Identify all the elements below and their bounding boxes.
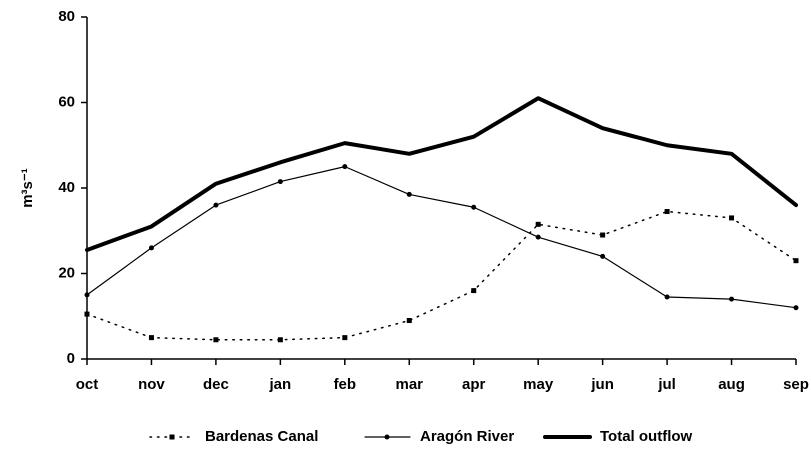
y-axis-label: m³s⁻¹ [19, 168, 36, 208]
x-tick-label: feb [334, 376, 357, 393]
marker [406, 191, 412, 197]
legend-label: Aragón River [420, 428, 514, 445]
marker [277, 179, 283, 185]
series-line [85, 96, 798, 252]
x-tick-label: nov [138, 376, 165, 393]
marker [213, 202, 219, 208]
marker [729, 215, 735, 221]
marker [148, 335, 154, 341]
x-tick-label: mar [396, 376, 424, 393]
legend-label: Bardenas Canal [205, 428, 318, 445]
x-tick-label: oct [76, 376, 99, 393]
marker [148, 245, 154, 251]
marker [600, 232, 606, 238]
marker [664, 294, 670, 300]
marker [84, 311, 90, 317]
marker [471, 204, 477, 210]
y-tick-label: 40 [58, 179, 75, 196]
x-tick-label: apr [462, 376, 486, 393]
marker [84, 292, 90, 298]
x-tick-label: sep [783, 376, 809, 393]
y-tick-label: 20 [58, 264, 75, 281]
marker [535, 221, 541, 227]
x-tick-label: may [523, 376, 554, 393]
x-tick-label: aug [718, 376, 745, 393]
marker [535, 234, 541, 240]
marker [342, 164, 348, 170]
x-tick-label: dec [203, 376, 229, 393]
y-tick-label: 60 [58, 93, 75, 110]
marker [384, 434, 390, 440]
legend-label: Total outflow [600, 428, 693, 445]
marker [342, 335, 348, 341]
marker [729, 296, 735, 302]
marker [664, 209, 670, 215]
y-tick-label: 0 [67, 350, 75, 367]
x-tick-label: jan [269, 376, 292, 393]
marker [406, 318, 412, 324]
marker [471, 288, 477, 294]
marker [793, 305, 799, 311]
y-tick-label: 80 [58, 8, 75, 25]
series-line [86, 166, 797, 309]
marker [277, 337, 283, 343]
series-line [86, 210, 797, 341]
x-tick-label: jun [590, 376, 614, 393]
marker [169, 434, 175, 440]
marker [213, 337, 219, 343]
x-tick-label: jul [657, 376, 676, 393]
marker [793, 258, 799, 264]
marker [600, 253, 606, 259]
